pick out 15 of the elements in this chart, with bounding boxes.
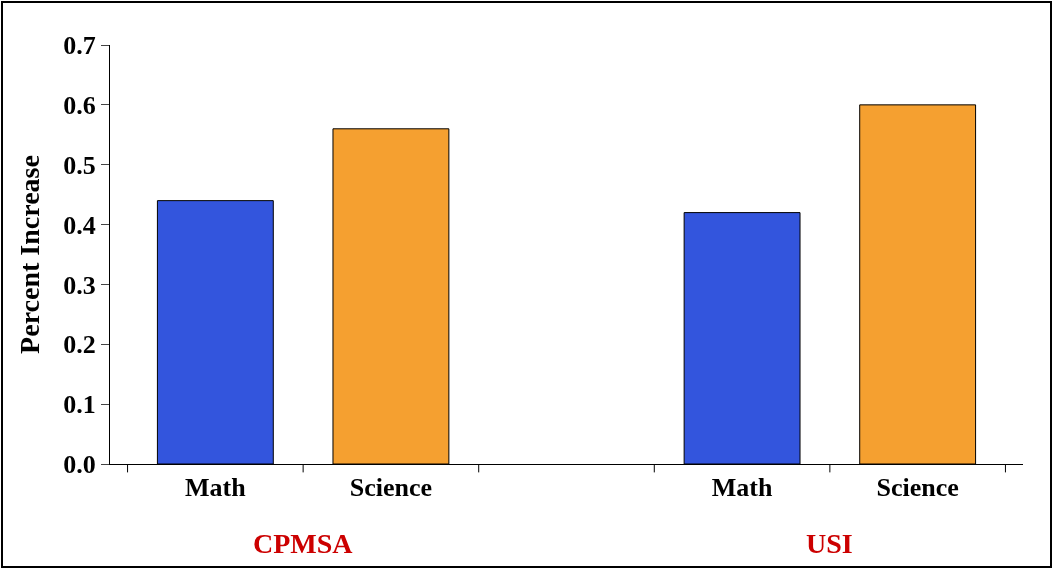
y-tick-label: 0.0	[63, 450, 96, 480]
y-tick-label: 0.1	[63, 390, 96, 420]
y-tick-label: 0.3	[63, 270, 96, 300]
y-axis-title: Percent Increase	[14, 155, 45, 354]
x-tick-label: Math	[711, 473, 773, 503]
x-tick-label: Math	[185, 473, 247, 503]
x-tick-label: Science	[349, 473, 433, 503]
y-tick-label: 0.5	[63, 150, 96, 180]
text: USI	[806, 528, 853, 559]
y-tick-label: 0.4	[63, 210, 96, 240]
y-tick-label: 0.7	[63, 31, 96, 61]
y-tick-label: 0.2	[63, 330, 96, 360]
x-tick-label: Science	[876, 473, 959, 503]
y-tick-label: 0.6	[63, 90, 96, 120]
text: CPMSA	[253, 528, 354, 559]
